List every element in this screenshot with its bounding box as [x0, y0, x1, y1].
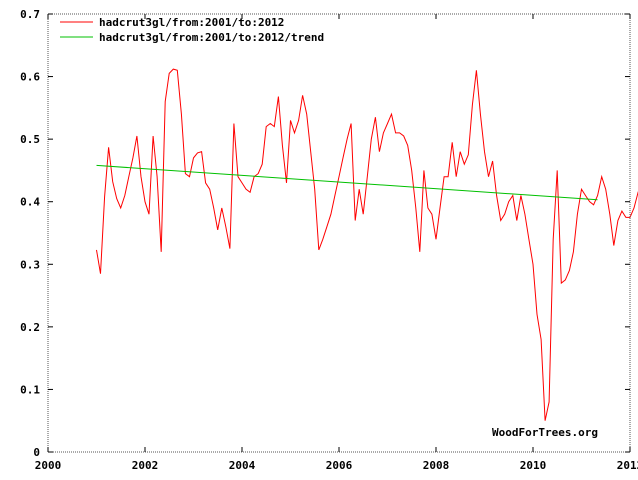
x-tick-label: 2002 [132, 459, 159, 472]
y-tick-label: 0.1 [20, 383, 40, 396]
y-tick-label: 0.5 [20, 133, 40, 146]
legend: hadcrut3gl/from:2001/to:2012 hadcrut3gl/… [60, 16, 324, 44]
legend-label-series-1: hadcrut3gl/from:2001/to:2012/trend [99, 31, 324, 44]
x-tick-label: 2010 [520, 459, 547, 472]
series-line-trend [96, 164, 598, 201]
legend-label-series-0: hadcrut3gl/from:2001/to:2012 [99, 16, 284, 29]
x-tick-label: 2008 [423, 459, 450, 472]
y-tick-label: 0.4 [20, 196, 40, 209]
y-tick-label: 0 [33, 446, 40, 459]
x-tick-label: 2012 [617, 459, 638, 472]
series-line-temperature [96, 68, 638, 421]
y-tick-label: 0.6 [20, 71, 40, 84]
y-tick-label: 0.3 [20, 258, 40, 271]
y-tick-label: 0.7 [20, 8, 40, 21]
credit-watermark: WoodForTrees.org [492, 426, 598, 439]
x-tick-label: 2006 [326, 459, 353, 472]
y-tick-label: 0.2 [20, 321, 40, 334]
series-layer [96, 68, 638, 421]
x-tick-label: 2004 [229, 459, 256, 472]
axes-layer: 0 0.1 0.2 0.3 0.4 0.5 0.6 0.7 2000 2002 2004 2006 20… [20, 8, 638, 472]
x-tick-label: 2000 [35, 459, 62, 472]
